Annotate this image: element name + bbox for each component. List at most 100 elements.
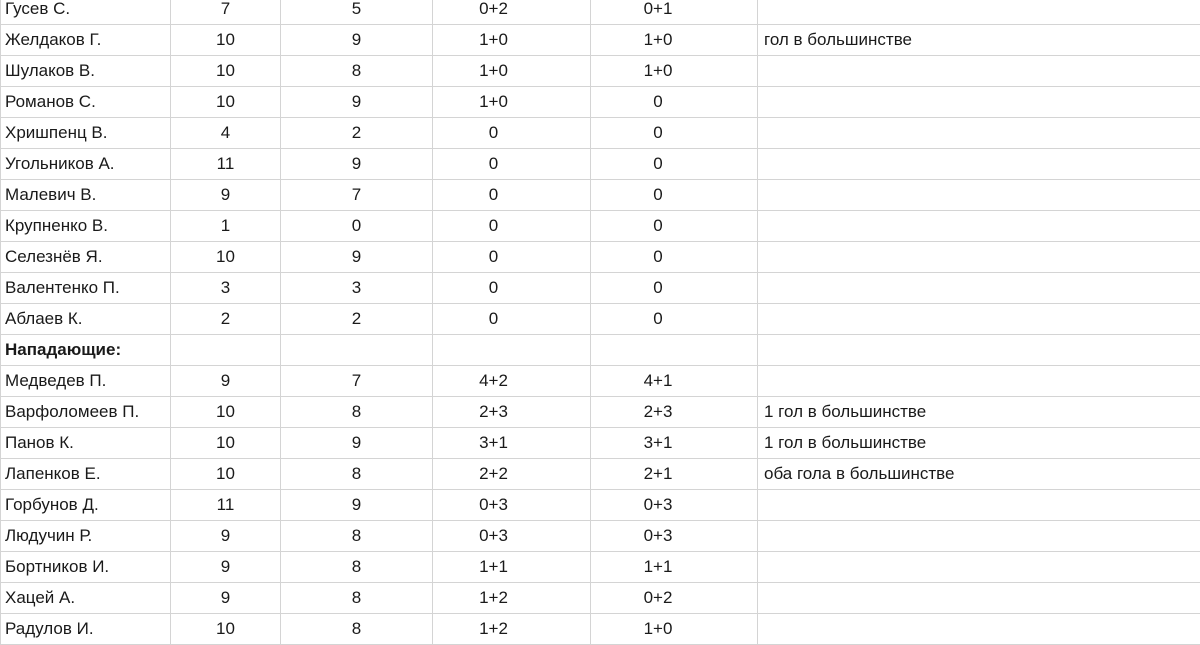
points: 1+0 [433, 25, 591, 56]
stat: 8 [281, 459, 433, 490]
points: 1+2 [433, 583, 591, 614]
player-name: Угольников А. [1, 149, 171, 180]
player-name: Шулаков В. [1, 56, 171, 87]
points: 0+2 [433, 0, 591, 25]
points-alt: 0+3 [591, 490, 758, 521]
note: 1 гол в большинстве [758, 397, 1200, 428]
points: 4+2 [433, 366, 591, 397]
points-alt: 1+0 [591, 56, 758, 87]
stat: 9 [281, 490, 433, 521]
note: оба гола в большинстве [758, 459, 1200, 490]
points: 0 [433, 180, 591, 211]
player-name: Медведев П. [1, 366, 171, 397]
games: 11 [171, 490, 281, 521]
player-name: Аблаев К. [1, 304, 171, 335]
points: 0 [433, 149, 591, 180]
points-alt: 0 [591, 211, 758, 242]
stat: 8 [281, 397, 433, 428]
player-name: Хришпенц В. [1, 118, 171, 149]
note [758, 490, 1200, 521]
points-alt: 0+1 [591, 0, 758, 25]
note [758, 211, 1200, 242]
points: 3+1 [433, 428, 591, 459]
games: 10 [171, 397, 281, 428]
note: гол в большинстве [758, 25, 1200, 56]
stat: 8 [281, 521, 433, 552]
points-alt: 0 [591, 304, 758, 335]
games: 9 [171, 366, 281, 397]
points-alt: 1+1 [591, 552, 758, 583]
stat: 8 [281, 614, 433, 645]
player-name: Людучин Р. [1, 521, 171, 552]
points: 0 [433, 242, 591, 273]
games: 10 [171, 56, 281, 87]
games: 10 [171, 87, 281, 118]
points: 0 [433, 211, 591, 242]
points-alt: 0 [591, 180, 758, 211]
stat: 2 [281, 304, 433, 335]
points: 1+1 [433, 552, 591, 583]
stat: 9 [281, 87, 433, 118]
points [433, 335, 591, 366]
screen: {"table": {"rows": [ ["Гусев С.", "7", "… [0, 0, 1200, 630]
games: 1 [171, 211, 281, 242]
points-alt: 0+2 [591, 583, 758, 614]
points: 0+3 [433, 490, 591, 521]
player-name: Радулов И. [1, 614, 171, 645]
player-name: Крупненко В. [1, 211, 171, 242]
player-name: Горбунов Д. [1, 490, 171, 521]
points-alt: 2+3 [591, 397, 758, 428]
player-name: Малевич В. [1, 180, 171, 211]
stat: 9 [281, 149, 433, 180]
games: 3 [171, 273, 281, 304]
stat: 0 [281, 211, 433, 242]
games: 10 [171, 614, 281, 645]
games: 9 [171, 180, 281, 211]
player-name: Валентенко П. [1, 273, 171, 304]
stat: 8 [281, 583, 433, 614]
points-alt: 1+0 [591, 25, 758, 56]
points-alt: 2+1 [591, 459, 758, 490]
points: 2+2 [433, 459, 591, 490]
points-alt: 0 [591, 273, 758, 304]
points: 0 [433, 273, 591, 304]
games: 7 [171, 0, 281, 25]
stat: 9 [281, 25, 433, 56]
player-name: Селезнёв Я. [1, 242, 171, 273]
note [758, 366, 1200, 397]
note [758, 335, 1200, 366]
stat: 2 [281, 118, 433, 149]
points-alt: 0 [591, 149, 758, 180]
games: 10 [171, 459, 281, 490]
note [758, 614, 1200, 645]
points: 0 [433, 118, 591, 149]
stat: 9 [281, 242, 433, 273]
points: 2+3 [433, 397, 591, 428]
player-name: Бортников И. [1, 552, 171, 583]
sheet-row: Нападающие: [1, 335, 1200, 366]
player-name: Гусев С. [1, 0, 171, 25]
points: 1+2 [433, 614, 591, 645]
points-alt: 0 [591, 118, 758, 149]
points-alt: 0 [591, 242, 758, 273]
games: 2 [171, 304, 281, 335]
stat: 8 [281, 552, 433, 583]
stat: 3 [281, 273, 433, 304]
points-alt: 3+1 [591, 428, 758, 459]
games: 10 [171, 428, 281, 459]
player-name: Варфоломеев П. [1, 397, 171, 428]
note [758, 0, 1200, 25]
stat: 9 [281, 428, 433, 459]
